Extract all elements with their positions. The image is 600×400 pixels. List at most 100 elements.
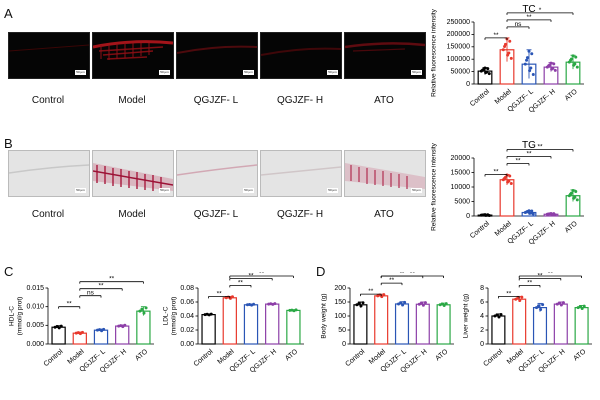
scale-bar: 50 μm xyxy=(411,70,422,75)
significance-label: ** xyxy=(98,283,104,290)
y-tick-label: 6 xyxy=(480,299,484,306)
y-tick-label: 0.08 xyxy=(180,285,194,292)
significance-label: * xyxy=(539,7,542,14)
micrograph-b-ato: 50 μm xyxy=(344,150,426,197)
y-axis-label: HDL-C xyxy=(9,306,16,326)
micrograph-b-control: 50 μm xyxy=(8,150,90,197)
micrograph-b-qgjzf-h-texture xyxy=(261,166,341,176)
group-label-a-ato: ATO xyxy=(374,95,394,106)
data-point xyxy=(483,213,487,217)
y-axis-label: (mmol/g prot) xyxy=(171,297,178,336)
group-label-b-ato: ATO xyxy=(374,209,394,220)
data-point xyxy=(487,214,491,218)
y-tick-label: 0.000 xyxy=(26,341,44,348)
data-point xyxy=(518,298,522,302)
y-tick-label: 0.02 xyxy=(180,327,194,334)
group-label-a-model: Model xyxy=(118,95,146,106)
data-point xyxy=(401,303,405,307)
data-point xyxy=(541,303,545,307)
panel-label-c: C xyxy=(4,264,14,279)
data-point xyxy=(520,295,524,299)
data-point xyxy=(499,312,503,316)
y-tick-label: 15000 xyxy=(451,169,471,176)
micrograph-b-model: 50 μm xyxy=(92,150,174,197)
data-point xyxy=(485,70,489,74)
data-point xyxy=(359,304,363,308)
data-point xyxy=(123,323,127,327)
data-point xyxy=(483,66,487,70)
scale-bar: 50 μm xyxy=(75,188,86,193)
group-label-b-qgjzf-h: QGJZF- H xyxy=(276,209,324,220)
significance-label: ** xyxy=(506,290,512,297)
panel-label-b: B xyxy=(4,136,13,151)
significance-label: ** xyxy=(217,290,223,297)
scale-bar: 50 μm xyxy=(327,188,338,193)
significance-label: ns xyxy=(515,21,523,28)
significance-label: ** xyxy=(515,158,521,165)
data-point xyxy=(525,210,529,214)
chart-title: TG xyxy=(522,140,536,151)
y-axis-label: Body weight (g) xyxy=(321,293,328,338)
bar xyxy=(265,303,280,345)
bar xyxy=(201,313,216,345)
y-axis-label: Relative fluorescence intensity xyxy=(431,142,438,231)
panel-label-d: D xyxy=(316,264,326,279)
data-point xyxy=(523,62,527,66)
data-point xyxy=(399,301,403,305)
data-point xyxy=(138,309,142,313)
data-point xyxy=(486,67,490,71)
significance-label: ** xyxy=(389,277,395,284)
significance-label: ** xyxy=(537,144,543,151)
bar xyxy=(222,297,237,345)
chart-title: TC xyxy=(522,4,535,15)
significance-label: ** xyxy=(399,272,405,277)
data-point xyxy=(549,61,553,65)
data-point xyxy=(507,179,511,183)
data-point xyxy=(442,304,446,308)
y-tick-label: 0 xyxy=(466,213,470,220)
data-point xyxy=(529,211,533,215)
data-point xyxy=(487,72,491,76)
significance-label: ** xyxy=(67,301,73,308)
data-point xyxy=(403,300,407,304)
data-point xyxy=(508,174,512,178)
x-tick-label: ATO xyxy=(564,220,579,235)
significance-label: ** xyxy=(526,14,532,21)
y-tick-label: 0.010 xyxy=(26,304,44,311)
data-point xyxy=(509,56,513,60)
y-tick-label: 4 xyxy=(480,313,484,320)
y-tick-label: 20000 xyxy=(451,155,471,162)
significance-label: ** xyxy=(493,169,499,176)
y-tick-label: 0 xyxy=(466,81,470,88)
micrograph-a-ato: 50 μm xyxy=(344,32,426,79)
x-tick-label: ATO xyxy=(134,348,149,363)
bar xyxy=(499,179,515,217)
significance-label: ** xyxy=(368,288,374,295)
data-point xyxy=(531,73,535,77)
data-point xyxy=(419,301,423,305)
chart-tc: TC Relative fluorescence intensity 0 50000 1… xyxy=(431,4,584,114)
y-tick-label: 0.015 xyxy=(26,285,44,292)
y-tick-label: 0.005 xyxy=(26,322,44,329)
x-tick-label: ATO xyxy=(284,348,299,363)
scale-bar: 50 μm xyxy=(75,70,86,75)
data-point xyxy=(553,68,557,72)
micrograph-a-control-texture xyxy=(9,44,89,52)
bar xyxy=(512,298,527,345)
significance-label: ** xyxy=(238,279,244,286)
y-tick-label: 10000 xyxy=(451,184,471,191)
data-point xyxy=(294,308,298,312)
significance-label: ** xyxy=(527,279,533,286)
y-tick-label: 200 xyxy=(334,285,346,292)
scale-bar: 50 μm xyxy=(159,188,170,193)
x-tick-label: ATO xyxy=(434,348,449,363)
scale-bar: 50 μm xyxy=(411,188,422,193)
micrograph-b-ato-texture xyxy=(345,163,425,189)
data-point xyxy=(507,51,511,55)
significance-label: ** xyxy=(548,272,554,277)
y-tick-label: 150000 xyxy=(447,44,470,51)
data-point xyxy=(80,330,84,334)
bar xyxy=(93,329,109,345)
y-axis-label: (mmol/g prot) xyxy=(17,297,24,336)
